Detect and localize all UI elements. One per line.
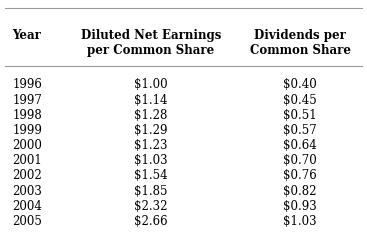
Text: $0.40: $0.40	[283, 79, 317, 91]
Text: 1997: 1997	[12, 94, 42, 107]
Text: $1.03: $1.03	[283, 215, 317, 228]
Text: $1.28: $1.28	[134, 109, 167, 122]
Text: $0.45: $0.45	[283, 94, 317, 107]
Text: $1.14: $1.14	[134, 94, 167, 107]
Text: $0.93: $0.93	[283, 200, 317, 213]
Text: $0.57: $0.57	[283, 124, 317, 137]
Text: $0.51: $0.51	[283, 109, 317, 122]
Text: $2.66: $2.66	[134, 215, 167, 228]
Text: $1.54: $1.54	[134, 169, 167, 182]
Text: Diluted Net Earnings
per Common Share: Diluted Net Earnings per Common Share	[80, 29, 221, 57]
Text: $2.32: $2.32	[134, 200, 167, 213]
Text: 2001: 2001	[12, 154, 42, 167]
Text: $1.00: $1.00	[134, 79, 167, 91]
Text: 2004: 2004	[12, 200, 42, 213]
Text: 2002: 2002	[12, 169, 42, 182]
Text: 2003: 2003	[12, 185, 42, 198]
Text: $1.03: $1.03	[134, 154, 167, 167]
Text: $1.29: $1.29	[134, 124, 167, 137]
Text: 2005: 2005	[12, 215, 42, 228]
Text: $0.70: $0.70	[283, 154, 317, 167]
Text: $0.82: $0.82	[283, 185, 317, 198]
Text: $1.23: $1.23	[134, 139, 167, 152]
Text: 1998: 1998	[12, 109, 42, 122]
Text: $0.64: $0.64	[283, 139, 317, 152]
Text: 2000: 2000	[12, 139, 42, 152]
Text: $1.85: $1.85	[134, 185, 167, 198]
Text: Dividends per
Common Share: Dividends per Common Share	[250, 29, 350, 57]
Text: Year: Year	[12, 29, 41, 42]
Text: 1996: 1996	[12, 79, 42, 91]
Text: 1999: 1999	[12, 124, 42, 137]
Text: $0.76: $0.76	[283, 169, 317, 182]
